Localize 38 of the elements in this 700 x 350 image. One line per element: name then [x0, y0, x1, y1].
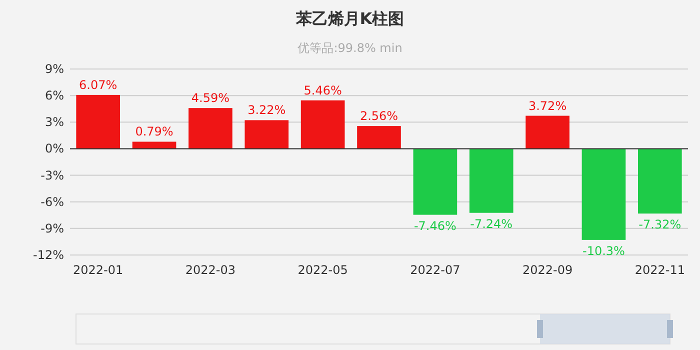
- y-tick-label: -3%: [40, 168, 64, 182]
- y-tick-label: 6%: [44, 88, 64, 103]
- bar: [469, 148, 514, 213]
- chart-subtitle: 优等品:99.8% min: [298, 41, 402, 55]
- y-tick-label: 9%: [44, 62, 64, 76]
- bar: [300, 100, 345, 149]
- y-tick-label: -9%: [40, 221, 64, 236]
- bar: [582, 148, 626, 240]
- x-tick-label: 2022-11: [634, 263, 685, 277]
- bar: [526, 116, 570, 149]
- y-tick-label: -12%: [32, 248, 64, 262]
- x-tick-label: 2022-09: [522, 263, 573, 277]
- data-label: 0.79%: [135, 124, 174, 139]
- data-label: 3.72%: [528, 98, 567, 113]
- data-label: 3.22%: [248, 103, 286, 118]
- data-label: -10.3%: [582, 244, 625, 258]
- bar: [413, 148, 458, 215]
- y-tick-label: 3%: [44, 115, 64, 130]
- data-label: 2.56%: [360, 109, 398, 124]
- y-tick-label: -6%: [40, 194, 64, 209]
- bar: [132, 142, 176, 149]
- chart-title: 苯乙烯月K柱图: [294, 9, 404, 28]
- data-label: -7.32%: [638, 218, 682, 232]
- bar: [244, 120, 289, 149]
- y-tick-label: 0%: [44, 142, 64, 156]
- x-tick-label: 2022-03: [185, 263, 236, 277]
- bar: [188, 108, 232, 149]
- data-label: -7.46%: [414, 218, 456, 233]
- data-label: 5.46%: [304, 83, 342, 98]
- data-label: -7.24%: [470, 216, 513, 231]
- x-tick-label: 2022-01: [73, 263, 124, 277]
- x-tick-label: 2022-07: [410, 263, 460, 277]
- bar: [638, 148, 682, 214]
- bar: [357, 126, 401, 149]
- x-tick-label: 2022-05: [298, 263, 348, 277]
- data-label: 4.59%: [191, 91, 230, 106]
- bar: [76, 94, 120, 149]
- data-label: 6.07%: [79, 78, 118, 92]
